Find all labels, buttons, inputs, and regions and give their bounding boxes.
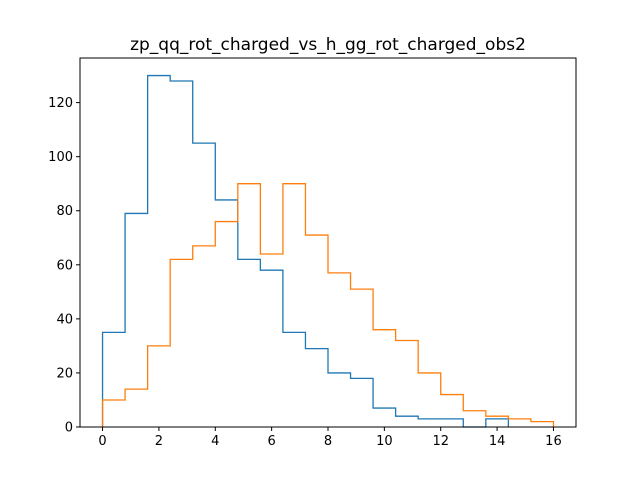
y-tick-label: 40 <box>56 312 73 327</box>
histogram-series-2 <box>101 183 555 427</box>
x-tick-label: 4 <box>211 434 219 449</box>
series-layer <box>101 74 555 428</box>
y-tick-label: 100 <box>48 150 73 165</box>
y-tick-label: 120 <box>48 96 73 111</box>
y-tick-label: 60 <box>56 258 73 273</box>
axes-layer: 0 2 4 6 8 10 12 14 16 0 20 40 60 80 100 120 <box>48 57 577 449</box>
x-tick-label: 6 <box>267 434 275 449</box>
x-tick-label: 2 <box>155 434 163 449</box>
x-tick-label: 16 <box>545 434 562 449</box>
x-tick-label: 8 <box>324 434 332 449</box>
x-tick-label: 14 <box>489 434 506 449</box>
chart-title: zp_qq_rot_charged_vs_h_gg_rot_charged_ob… <box>130 35 526 55</box>
x-tick-label: 0 <box>98 434 106 449</box>
y-tick-label: 20 <box>56 366 73 381</box>
x-tick-label: 10 <box>376 434 393 449</box>
y-tick-label: 80 <box>56 204 73 219</box>
x-tick-label: 12 <box>432 434 449 449</box>
y-tick-label: 0 <box>65 421 73 436</box>
histogram-series-1 <box>101 74 510 428</box>
